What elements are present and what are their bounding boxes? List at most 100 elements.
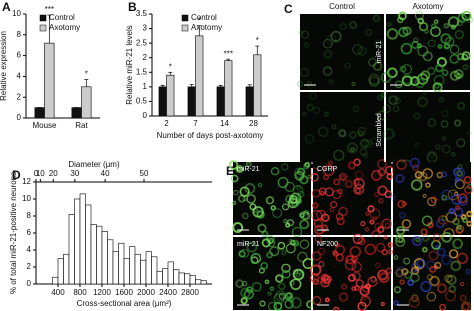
cell <box>340 174 346 181</box>
cell <box>311 251 322 261</box>
cell <box>444 274 453 283</box>
cell <box>456 252 469 265</box>
cell <box>278 282 286 290</box>
cell <box>320 275 330 285</box>
histogram-bar <box>123 258 130 285</box>
cell <box>401 64 413 75</box>
histogram-bar <box>85 204 92 285</box>
cell <box>329 200 338 209</box>
bar <box>245 86 254 117</box>
cell <box>257 223 267 233</box>
histogram-bar <box>96 225 103 285</box>
x2-tick-label: 50 <box>140 169 149 178</box>
bar <box>34 107 45 119</box>
cell <box>438 96 445 103</box>
cell <box>372 215 378 221</box>
cell <box>422 51 433 62</box>
cell <box>333 149 345 161</box>
cell <box>355 279 364 288</box>
y-axis-label: Relative expression <box>0 31 8 101</box>
cell <box>384 222 391 228</box>
y-tick-label: 2.5 <box>136 38 148 47</box>
cell <box>297 167 306 176</box>
cell <box>424 28 429 34</box>
cell <box>246 241 258 253</box>
significance: * <box>198 16 201 25</box>
cell <box>352 44 363 55</box>
cell <box>377 185 388 196</box>
row-label: miR-21 <box>376 41 383 64</box>
cell <box>267 239 276 247</box>
x2-tick-label: 40 <box>101 169 110 178</box>
cell <box>285 194 295 204</box>
cell <box>364 28 373 37</box>
x-axis-label: Number of days post-axotomy <box>157 131 264 140</box>
cell <box>277 177 289 188</box>
cell <box>457 101 466 110</box>
cell <box>441 254 452 265</box>
cell <box>455 226 464 235</box>
cell <box>344 255 354 265</box>
y-axis-label: % of total miR-21-positive neurons <box>9 172 18 294</box>
cell <box>412 164 420 172</box>
cell <box>387 241 394 248</box>
cell <box>298 30 304 36</box>
cell <box>309 92 317 100</box>
cell <box>299 67 310 78</box>
cell <box>321 213 330 222</box>
cell <box>449 44 460 55</box>
cell <box>457 13 467 23</box>
cell <box>420 228 428 236</box>
cell <box>353 178 360 185</box>
y-tick-label: 1 <box>143 82 148 91</box>
cell <box>418 22 429 32</box>
cell <box>380 72 392 83</box>
cell <box>433 264 439 270</box>
histogram-bar <box>74 198 81 285</box>
cell <box>334 244 346 256</box>
cell <box>260 261 269 270</box>
cell <box>368 76 380 88</box>
cell <box>355 170 364 180</box>
cell <box>281 269 291 279</box>
cell <box>344 62 351 69</box>
cell <box>454 29 464 40</box>
cell <box>437 247 446 257</box>
cell <box>261 238 271 248</box>
bar <box>166 74 175 117</box>
cell <box>447 189 459 201</box>
cell <box>393 299 399 306</box>
cell <box>369 219 375 225</box>
significance: * <box>85 70 88 79</box>
x2-tick-label: 30 <box>70 169 79 178</box>
cell <box>331 124 337 130</box>
cell <box>454 177 460 183</box>
cell <box>401 75 413 87</box>
cell <box>281 263 291 273</box>
cell <box>381 218 393 230</box>
cell <box>466 210 473 218</box>
cell <box>338 172 348 182</box>
bar <box>158 86 167 117</box>
cell <box>422 168 433 179</box>
cell <box>463 176 472 184</box>
cell <box>364 227 370 232</box>
cell <box>351 271 361 281</box>
cell <box>333 178 341 186</box>
cell <box>455 179 465 190</box>
x-tick-label: 7 <box>193 119 198 128</box>
cell <box>397 200 406 209</box>
cell <box>311 209 323 222</box>
cell <box>264 279 270 285</box>
cell <box>290 196 301 207</box>
legend-label: Control <box>49 13 75 22</box>
cell <box>323 49 333 60</box>
cell <box>326 34 337 45</box>
cell <box>275 274 284 283</box>
cell <box>289 280 295 286</box>
cell <box>323 174 329 181</box>
cell <box>324 187 334 197</box>
y-tick-label: 2 <box>27 262 32 271</box>
cell <box>441 194 448 201</box>
